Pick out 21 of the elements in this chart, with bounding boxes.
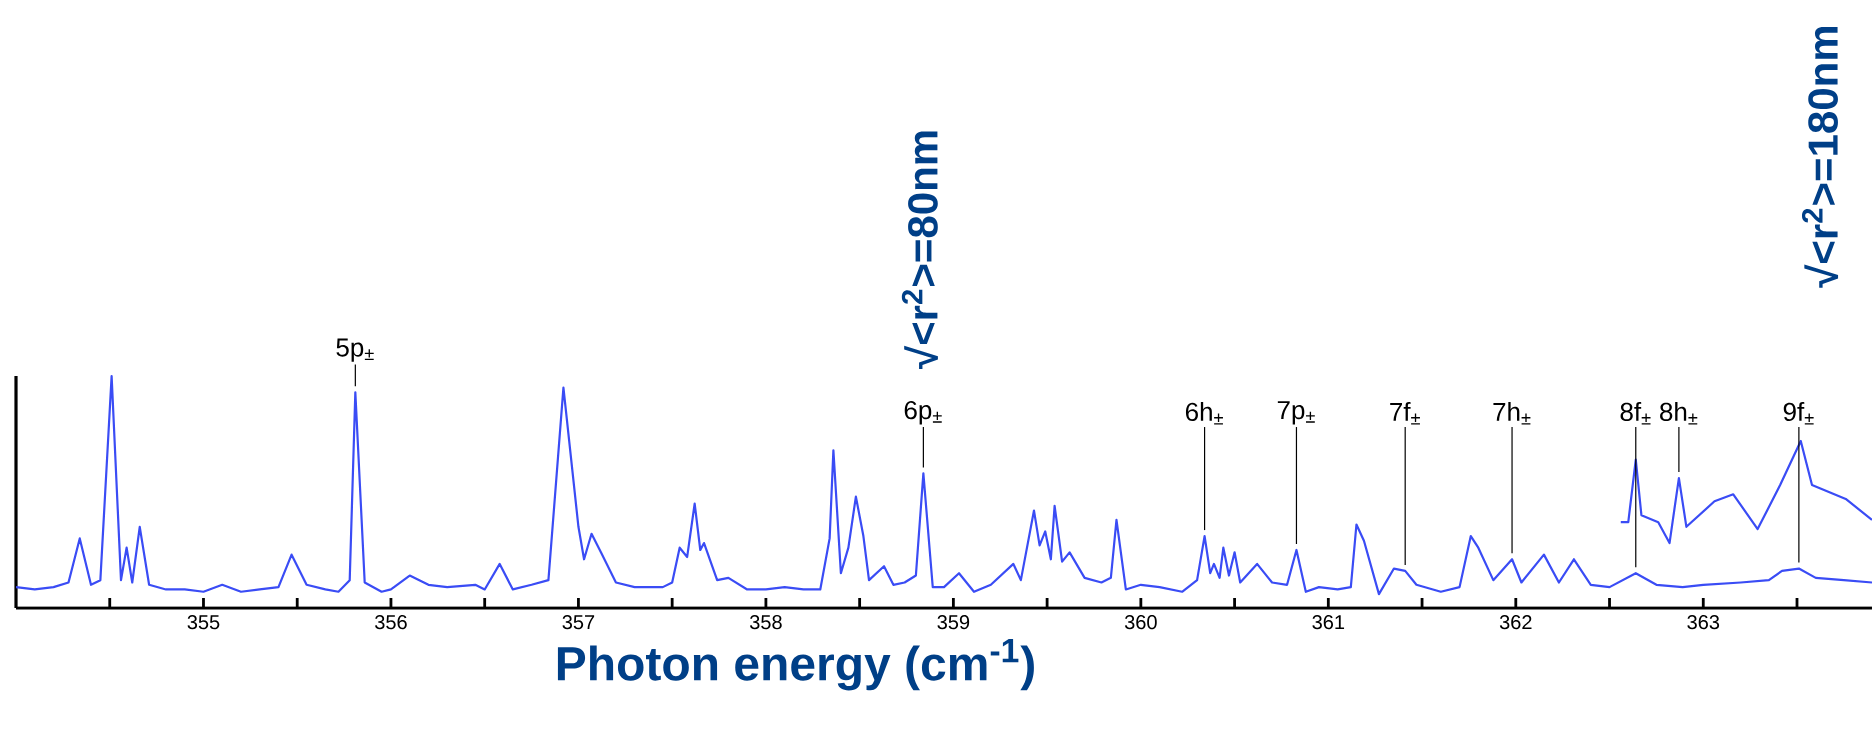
annotation: 7p$_{±}$ [1277, 401, 1315, 425]
annotation: 8h$_{±}$ [1660, 401, 1698, 425]
annotation: 6p$_{±}$ [904, 400, 942, 425]
text: √<r$^{2}$>=180nm [1802, 26, 1839, 288]
x-tick-label: 356 [375, 615, 407, 630]
annotation: 7h$_{±}$ [1493, 401, 1531, 425]
x-tick-label: 355 [187, 615, 220, 630]
x-tick-label: 363 [1687, 615, 1720, 630]
x-tick-label: 357 [562, 615, 595, 630]
annotation: 8f$_{±}$ [1620, 402, 1651, 425]
annotation: 6h$_{±}$ [1185, 401, 1223, 425]
annotation: 9f$_{±}$ [1783, 402, 1814, 425]
annotation: 5p$_{±}$ [336, 338, 374, 362]
x-tick-label: 362 [1499, 615, 1532, 630]
x-tick-label: 359 [937, 615, 970, 630]
x-tick-label: 360 [1124, 615, 1157, 630]
x-tick-label: 361 [1312, 615, 1345, 630]
annotation: 7f$_{±}$ [1390, 402, 1420, 425]
text: √<r$^{2}$>=80nm [901, 131, 938, 369]
x-tick-label: 358 [749, 615, 782, 630]
x-axis-title: Photon energy (cm$^{-1}$) [557, 639, 1034, 691]
